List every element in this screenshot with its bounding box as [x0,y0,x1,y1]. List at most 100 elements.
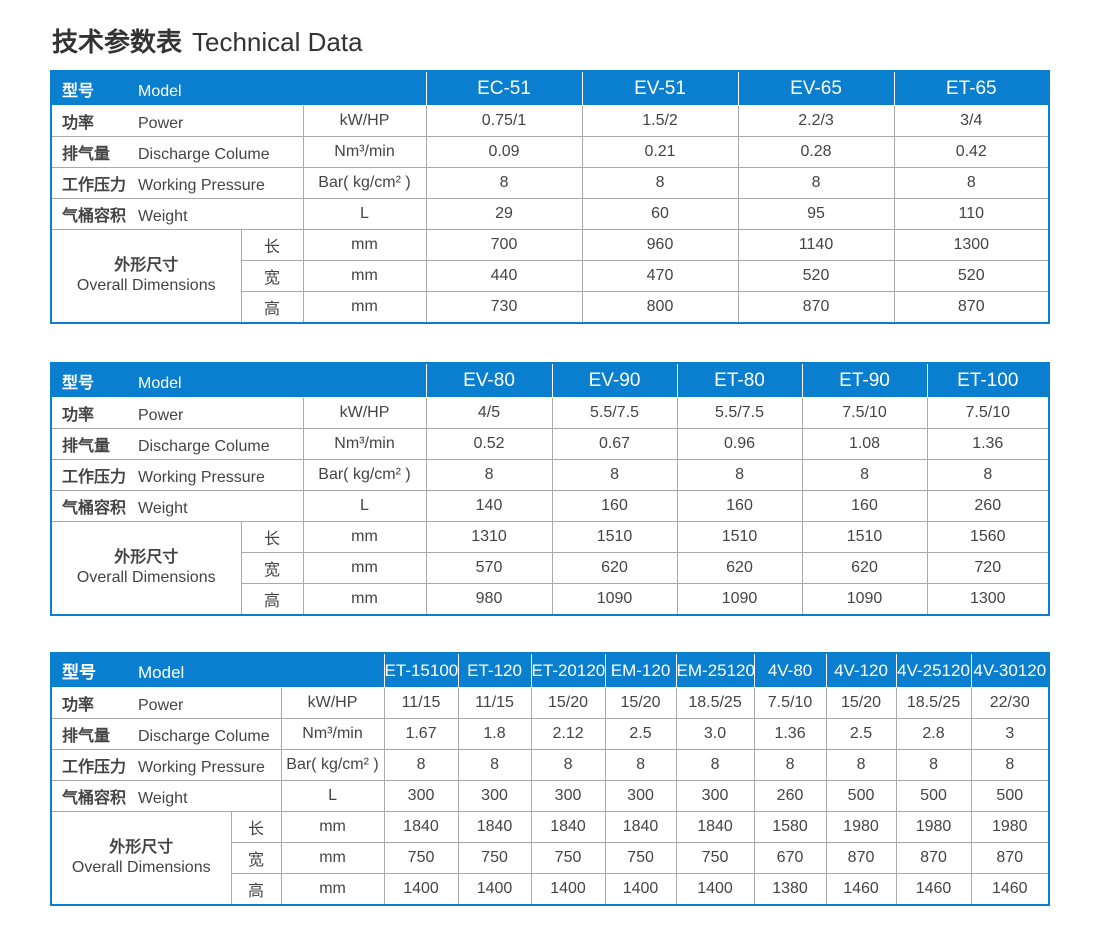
width-value: 750 [530,842,606,874]
height-value: 1400 [675,873,755,906]
length-value: 1980 [825,811,897,843]
model-name: ET-90 [801,363,928,398]
discharge-value: 1.08 [801,428,928,460]
width-value: 720 [926,552,1050,584]
height-label: 高 [240,291,304,324]
weight-value: 95 [737,198,895,230]
model-name: EM-120 [604,653,677,688]
width-value: 750 [383,842,459,874]
length-label: 长 [240,521,304,553]
weight-value: 260 [926,490,1050,522]
width-value: 520 [737,260,895,292]
discharge-label: 排气量 Discharge Colume [50,428,303,460]
pressure-value: 8 [737,167,895,199]
length-label: 长 [230,811,282,843]
discharge-value: 0.09 [425,136,583,168]
model-name: 4V-30120 [970,653,1050,688]
discharge-value: 2.8 [895,718,972,750]
width-value: 750 [675,842,755,874]
length-value: 1140 [737,229,895,261]
dimensions-label-cn: 外形尺寸 [114,257,179,274]
pressure-label-en: Working Pressure [138,759,265,776]
width-value: 440 [425,260,583,292]
height-value: 1090 [676,583,803,616]
pressure-value: 8 [425,459,553,491]
power-value: 7.5/10 [926,397,1050,429]
power-value: 18.5/25 [895,687,972,719]
weight-value: 29 [425,198,583,230]
power-value: 4/5 [425,397,553,429]
model-name: ET-15100 [383,653,459,688]
model-name: ET-120 [457,653,532,688]
weight-value: 140 [425,490,553,522]
model-label-en: Model [138,82,182,100]
pressure-value: 8 [581,167,739,199]
row-weight: 气桶容积 Weight L 300 300 300 300 300 260 500 500 500 [50,780,1050,812]
weight-value: 500 [895,780,972,812]
power-value: 5.5/7.5 [676,397,803,429]
discharge-unit: Nm³/min [302,428,427,460]
power-value: 11/15 [457,687,532,719]
discharge-value: 2.12 [530,718,606,750]
width-value: 870 [895,842,972,874]
height-label: 高 [230,873,282,906]
model-name: 4V-120 [825,653,897,688]
discharge-value: 0.28 [737,136,895,168]
length-label: 长 [240,229,304,261]
width-value: 870 [825,842,897,874]
length-value: 1980 [895,811,972,843]
discharge-label-en: Discharge Colume [138,438,270,455]
row-height: 高 mm 980 1090 1090 1090 1300 [51,583,1050,616]
power-label-en: Power [138,407,184,424]
power-label: 功率 Power [50,687,281,719]
row-pressure: 工作压力 Working Pressure Bar( kg/cm² ) 8 8 8 8 [50,167,1050,199]
discharge-unit: Nm³/min [302,136,427,168]
discharge-label-cn: 排气量 [62,728,111,745]
length-value: 1980 [970,811,1050,843]
width-value: 870 [970,842,1050,874]
width-unit: mm [302,260,427,292]
power-unit: kW/HP [302,397,427,429]
discharge-value: 0.96 [676,428,803,460]
spec-table-1: 型号 Model EC-51 EV-51 EV-65 ET-65 功率 Power kW/HP 0… [50,70,1051,324]
pressure-label: 工作压力 Working Pressure [50,167,303,199]
weight-value: 160 [676,490,803,522]
discharge-label-cn: 排气量 [62,438,111,455]
discharge-value: 3.0 [675,718,755,750]
width-value: 470 [581,260,739,292]
power-value: 18.5/25 [675,687,755,719]
row-length: 外形尺寸 Overall Dimensions 长 mm 700 960 1140 1300 [50,229,1050,324]
width-value: 750 [457,842,532,874]
model-label-cn: 型号 [62,374,95,392]
model-name: 4V-25120 [895,653,972,688]
weight-unit: L [280,780,385,812]
length-value: 700 [425,229,583,261]
weight-label-cn: 气桶容积 [62,500,127,517]
discharge-value: 0.52 [425,428,553,460]
pressure-unit: Bar( kg/cm² ) [302,459,427,491]
row-pressure: 工作压力 Working Pressure Bar( kg/cm² ) 8 8 8 8 8 8 8… [50,749,1050,781]
discharge-label-en: Discharge Colume [138,728,270,745]
height-value: 1460 [895,873,972,906]
model-name: ET-80 [676,363,803,398]
power-value: 2.2/3 [737,105,895,137]
discharge-value: 2.5 [604,718,677,750]
length-value: 1840 [530,811,606,843]
pressure-label-en: Working Pressure [138,469,265,486]
width-value: 570 [425,552,553,584]
dimensions-label: 外形尺寸 Overall Dimensions [50,521,242,616]
dimensions-label-en: Overall Dimensions [76,569,216,586]
power-value: 1.5/2 [581,105,739,137]
row-length: 外形尺寸 Overall Dimensions 长 mm 1840 1840 1840 184… [50,811,1050,906]
weight-value: 60 [581,198,739,230]
height-value: 1460 [825,873,897,906]
model-label-cn: 型号 [62,663,96,682]
power-value: 7.5/10 [753,687,827,719]
length-value: 1840 [604,811,677,843]
length-value: 1560 [926,521,1050,553]
width-label: 宽 [240,552,304,584]
weight-label-cn: 气桶容积 [62,208,127,225]
power-value: 7.5/10 [801,397,928,429]
model-name: EV-65 [737,71,895,106]
pressure-value: 8 [551,459,678,491]
